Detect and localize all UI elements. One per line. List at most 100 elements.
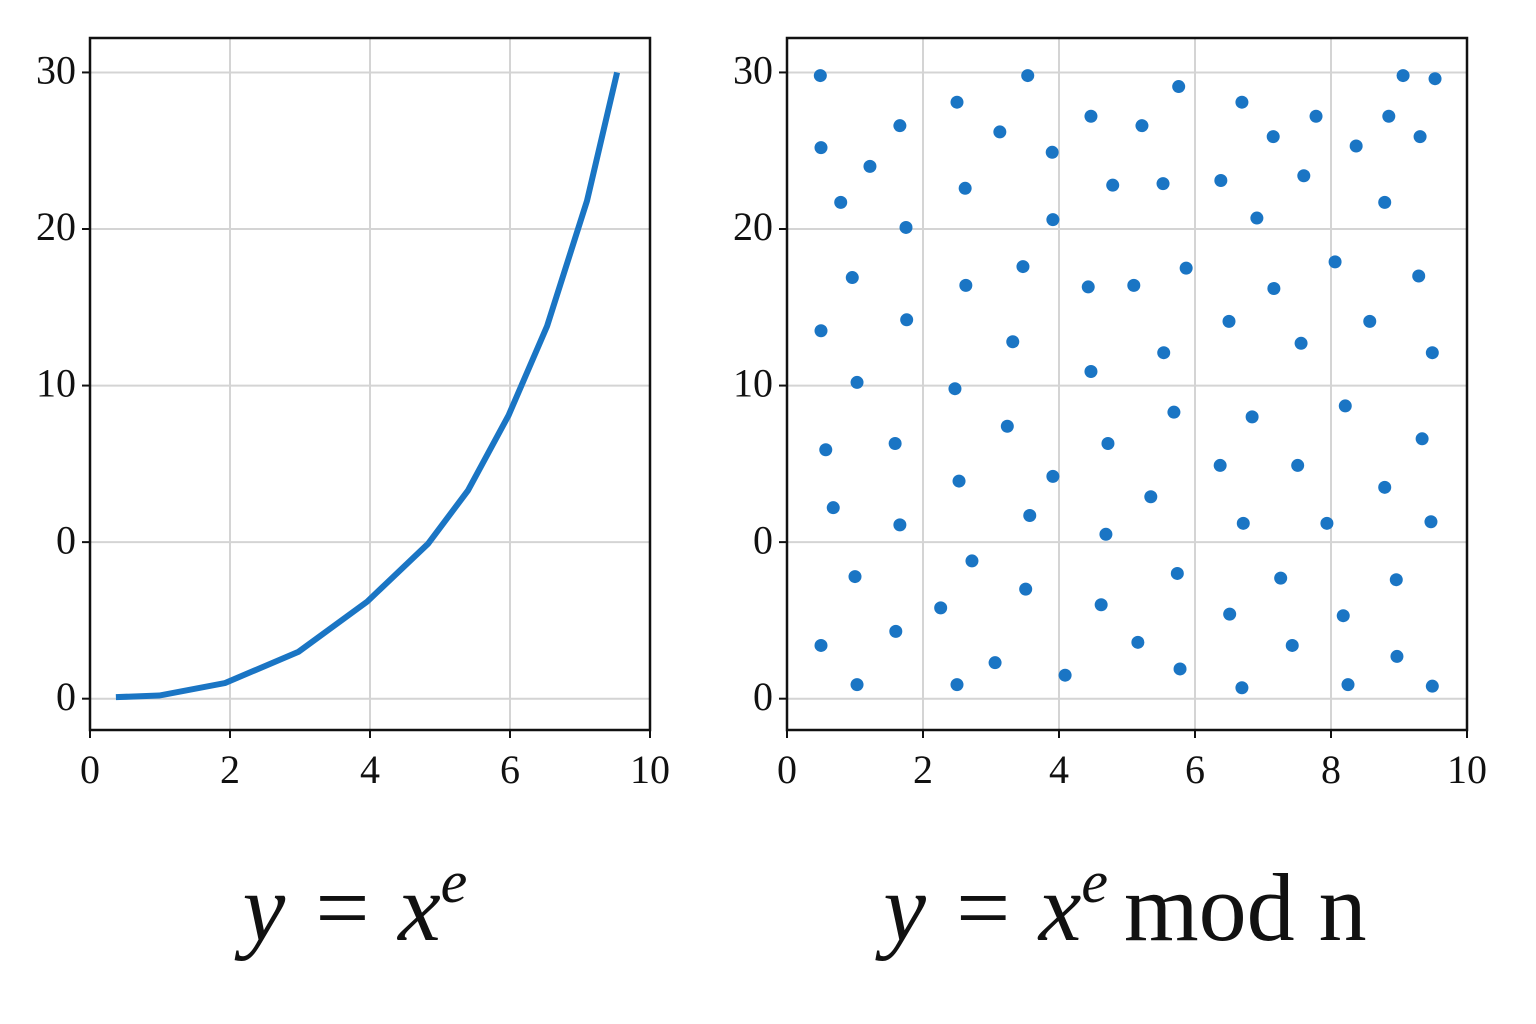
point <box>1084 364 1098 378</box>
point <box>1396 69 1410 83</box>
point <box>1267 281 1281 295</box>
point <box>1094 598 1108 612</box>
point <box>1297 169 1311 183</box>
title-superscript: e <box>1081 849 1108 915</box>
x-tick-label: 4 <box>360 747 380 792</box>
x-tick-label: 6 <box>500 747 520 792</box>
panel-title: y = xe mod n <box>874 849 1366 961</box>
point <box>826 501 840 515</box>
point <box>1412 269 1426 283</box>
point <box>1250 211 1264 225</box>
y-tick-label: 30 <box>733 48 773 93</box>
point <box>1320 516 1334 530</box>
point <box>1006 335 1020 349</box>
point <box>850 678 864 692</box>
y-tick-label: 20 <box>733 204 773 249</box>
point <box>1425 346 1439 360</box>
point <box>1021 69 1035 83</box>
point <box>1378 480 1392 494</box>
point <box>1135 119 1149 133</box>
point <box>1058 668 1072 682</box>
point <box>900 313 914 327</box>
point <box>814 141 828 155</box>
point <box>1309 109 1323 123</box>
point <box>959 278 973 292</box>
point <box>834 195 848 209</box>
point <box>1235 95 1249 109</box>
point <box>1328 255 1342 269</box>
point <box>1170 566 1184 580</box>
point <box>1127 278 1141 292</box>
panel-title: y = xe <box>234 849 468 961</box>
point <box>1167 405 1181 419</box>
x-tick-label: 0 <box>777 747 797 792</box>
point <box>863 159 877 173</box>
x-tick-label: 2 <box>220 747 240 792</box>
point <box>1016 260 1030 274</box>
point <box>850 375 864 389</box>
point <box>1413 130 1427 144</box>
point <box>993 125 1007 139</box>
point <box>1235 681 1249 695</box>
point <box>1291 458 1305 472</box>
point <box>1101 436 1115 450</box>
point <box>845 271 859 285</box>
point <box>1099 527 1113 541</box>
point <box>893 518 907 532</box>
point <box>1172 80 1186 94</box>
y-tick-label: 10 <box>733 361 773 406</box>
point <box>1046 213 1060 227</box>
point <box>1106 178 1120 192</box>
point <box>1084 109 1098 123</box>
point <box>1245 410 1259 424</box>
point <box>1179 261 1193 275</box>
title-tail: mod n <box>1124 854 1367 961</box>
point <box>1223 607 1237 621</box>
point <box>958 181 972 195</box>
y-tick-label: 30 <box>36 48 76 93</box>
point <box>1382 109 1396 123</box>
point <box>1285 638 1299 652</box>
point <box>1213 458 1227 472</box>
point <box>1341 678 1355 692</box>
point <box>988 656 1002 670</box>
point <box>1378 195 1392 209</box>
x-tick-label: 0 <box>80 747 100 792</box>
point <box>1294 336 1308 350</box>
point <box>1428 72 1442 86</box>
y-tick-label: 0 <box>56 674 76 719</box>
y-tick-label: 0 <box>753 674 773 719</box>
point <box>1424 515 1438 529</box>
title-superscript: e <box>441 849 468 915</box>
point <box>1363 314 1377 328</box>
point <box>1000 419 1014 433</box>
point <box>1236 516 1250 530</box>
plot-frame <box>88 36 652 732</box>
point <box>888 436 902 450</box>
point <box>1156 177 1170 191</box>
point <box>814 638 828 652</box>
point <box>819 443 833 457</box>
point <box>1019 582 1033 596</box>
y-tick-label: 0 <box>56 517 76 562</box>
point <box>1222 314 1236 328</box>
point <box>1336 609 1350 623</box>
point <box>1173 662 1187 676</box>
point <box>1045 145 1059 159</box>
point <box>1131 635 1145 649</box>
point <box>1081 280 1095 294</box>
point <box>1415 432 1429 446</box>
point <box>899 220 913 234</box>
y-tick-label: 10 <box>36 361 76 406</box>
y-tick-label: 20 <box>36 204 76 249</box>
point <box>952 474 966 488</box>
point <box>813 69 827 83</box>
point <box>1338 399 1352 413</box>
x-tick-label: 8 <box>1321 747 1341 792</box>
point <box>1390 649 1404 663</box>
point <box>1214 173 1228 187</box>
title-base: y = x <box>234 854 441 961</box>
